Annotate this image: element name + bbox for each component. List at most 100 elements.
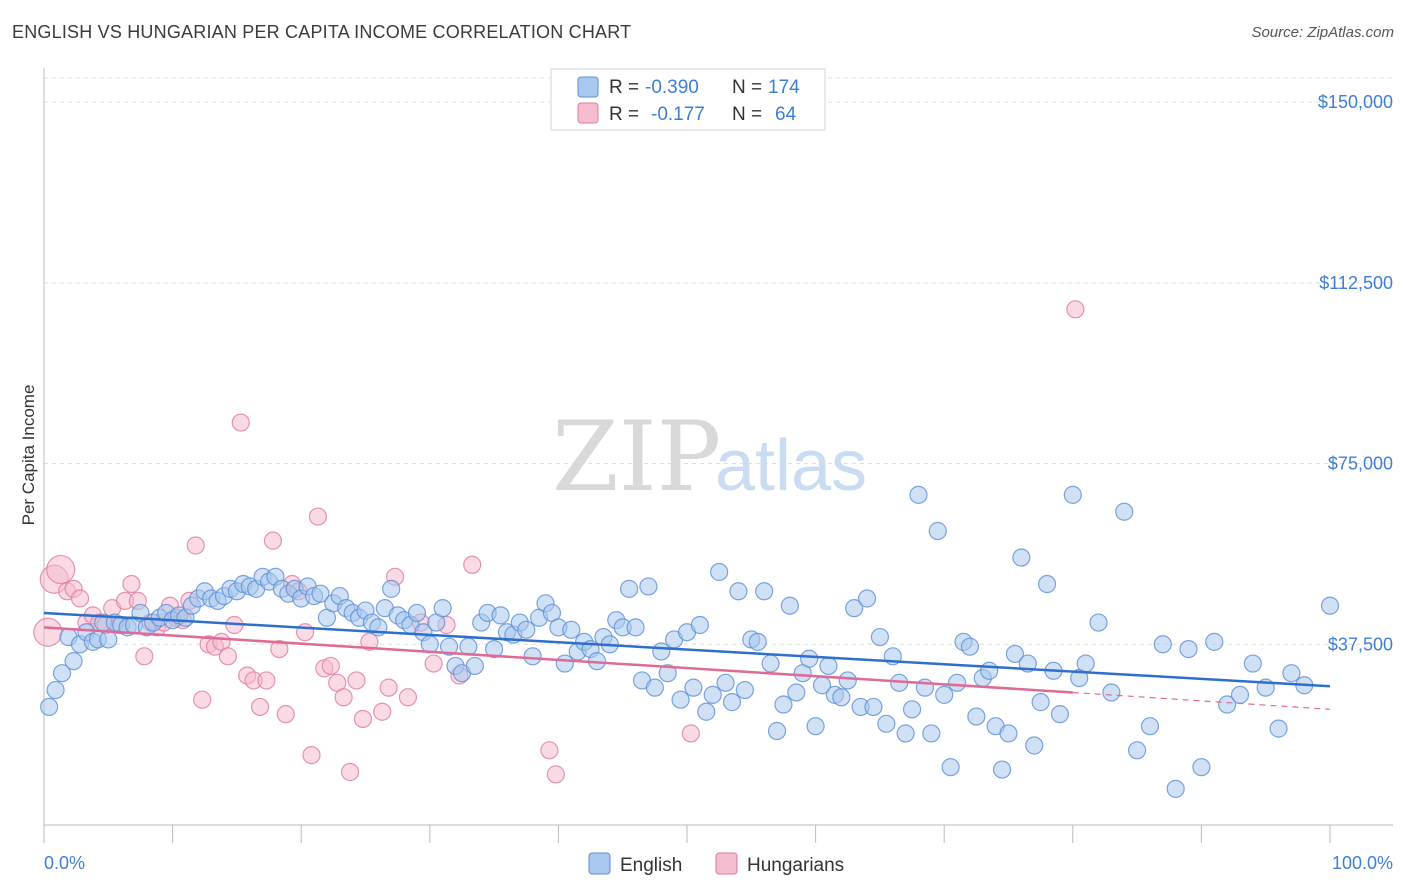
hungarians-point <box>321 656 340 676</box>
english-point <box>40 697 59 717</box>
english-point <box>980 661 999 680</box>
english-point <box>857 589 877 608</box>
legend-swatch-english <box>577 76 599 98</box>
watermark-zip: ZIP <box>552 401 721 513</box>
legend-n-value-hungarians: 64 <box>775 104 797 125</box>
english-point <box>735 680 754 700</box>
hungarians-point <box>379 678 398 697</box>
english-point <box>1037 574 1057 594</box>
english-point <box>729 582 748 601</box>
english-point <box>992 760 1012 779</box>
x-tick-label-end: 100.0% <box>1332 853 1393 873</box>
bottom-legend-swatch-hungarians <box>715 852 738 875</box>
english-point <box>787 683 806 702</box>
english-point <box>800 649 819 668</box>
english-point <box>1243 654 1262 673</box>
hungarians-point <box>1066 300 1085 319</box>
english-point <box>620 579 639 598</box>
legend-n-value-english: 174 <box>768 77 800 98</box>
english-point <box>1269 719 1288 738</box>
english-point <box>877 714 896 733</box>
legend-n-label-hungarians: N = <box>732 104 762 125</box>
english-point <box>1140 717 1160 736</box>
hungarians-point <box>46 554 76 585</box>
english-point <box>999 724 1018 743</box>
english-point <box>433 599 452 618</box>
english-point <box>722 693 742 712</box>
legend-n-label-english: N = <box>732 77 762 98</box>
hungarians-point <box>218 647 237 666</box>
y-tick-label: $150,000 <box>1318 92 1393 112</box>
chart-title: ENGLISH VS HUNGARIAN PER CAPITA INCOME C… <box>12 22 632 42</box>
english-point <box>909 485 928 504</box>
english-point <box>716 673 735 692</box>
legend-r-value-hungarians: -0.177 <box>651 104 705 125</box>
hungarians-point <box>270 639 289 659</box>
x-tick-label-start: 0.0% <box>44 853 85 873</box>
hungarians-point <box>135 647 154 666</box>
hungarians-point <box>276 705 295 724</box>
english-point <box>896 724 915 743</box>
english-point <box>1050 705 1070 724</box>
bottom-legend: English Hungarians <box>588 852 844 876</box>
english-point <box>517 620 536 639</box>
english-point <box>690 615 709 635</box>
hungarians-trend-line <box>43 626 1073 694</box>
english-point <box>639 577 658 596</box>
legend-r-value-english: -0.390 <box>645 77 699 98</box>
english-point <box>1031 693 1050 712</box>
y-tick-label: $112,500 <box>1319 273 1393 293</box>
english-point <box>626 618 645 637</box>
data-points <box>33 300 1340 798</box>
english-point <box>922 724 941 743</box>
hungarians-point <box>340 762 360 782</box>
english-point <box>838 671 857 690</box>
hungarians-point <box>263 531 283 550</box>
legend-r-label-hungarians: R = <box>609 104 639 125</box>
english-point <box>1063 485 1082 504</box>
english-point <box>928 521 947 541</box>
bottom-legend-label-english: English <box>620 855 682 876</box>
english-point <box>1089 613 1108 632</box>
hungarians-trend-extension <box>1072 691 1331 710</box>
english-point <box>1179 639 1198 659</box>
bottom-legend-label-hungarians: Hungarians <box>747 855 844 876</box>
english-point <box>1320 596 1340 615</box>
watermark-atlas: atlas <box>715 426 867 506</box>
hungarians-point <box>33 617 63 647</box>
hungarians-point <box>463 555 482 574</box>
english-point <box>748 632 767 651</box>
english-point <box>645 678 664 697</box>
english-point <box>555 654 574 673</box>
english-point <box>1166 779 1185 798</box>
english-point <box>941 758 960 777</box>
hungarians-point <box>308 507 328 526</box>
english-point <box>684 678 703 697</box>
english-point <box>703 685 722 704</box>
hungarians-point <box>353 709 373 729</box>
english-point <box>1153 635 1172 654</box>
english-point <box>491 606 510 625</box>
english-point <box>671 690 690 709</box>
hungarians-point <box>302 746 321 765</box>
english-point <box>832 688 851 707</box>
english-point <box>99 630 118 649</box>
english-point <box>845 599 864 618</box>
bottom-legend-swatch-english <box>588 852 611 875</box>
english-point <box>774 695 793 714</box>
english-point <box>652 642 671 661</box>
y-axis-label: Per Capita Income <box>19 385 38 526</box>
legend-box: R = -0.390 N = 174 R = -0.177 N = 64 <box>550 68 826 131</box>
tick-labels: $37,500 $75,000 $112,500 $150,000 0.0% 100.0% <box>44 92 1393 873</box>
english-point <box>767 721 787 741</box>
english-point <box>1025 736 1044 755</box>
english-point <box>1076 654 1095 673</box>
english-point <box>1102 683 1121 702</box>
english-point <box>485 639 504 659</box>
english-point <box>1205 632 1224 651</box>
hungarians-point <box>347 671 366 690</box>
english-point <box>407 603 427 623</box>
hungarians-point <box>681 724 700 743</box>
hungarians-point <box>373 702 392 721</box>
